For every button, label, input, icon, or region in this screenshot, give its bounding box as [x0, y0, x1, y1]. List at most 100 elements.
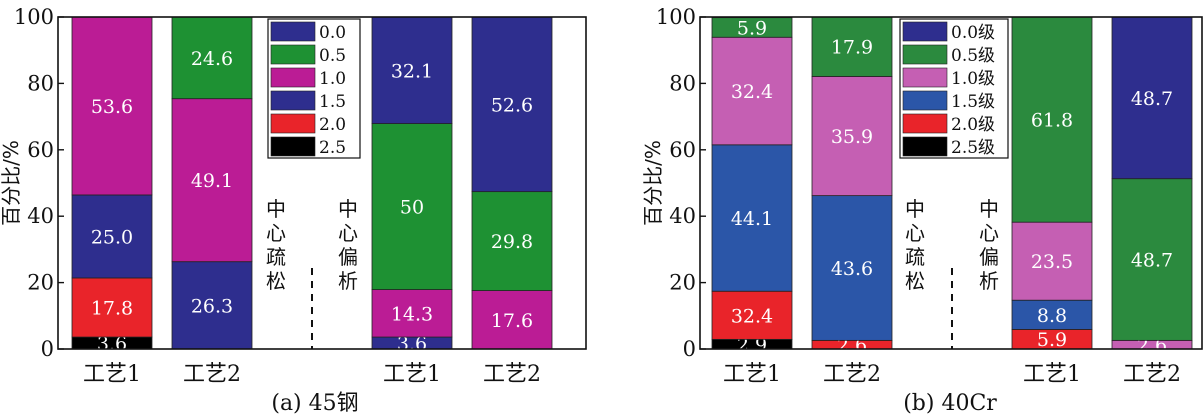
legend-swatch — [270, 67, 316, 88]
bar-segment — [1011, 221, 1093, 301]
y-tick-label: 80 — [27, 71, 54, 95]
data-label: 24.6 — [191, 48, 233, 70]
data-label: 50 — [400, 197, 424, 219]
bar-segment — [1111, 16, 1193, 180]
data-label: 53.6 — [91, 96, 133, 118]
data-label: 52.6 — [491, 94, 533, 116]
legend-label: 1.5 — [319, 92, 346, 112]
y-axis-label: 百分比/% — [0, 140, 23, 226]
y-axis-label: 百分比/% — [641, 140, 665, 226]
data-label: 14.3 — [391, 303, 433, 325]
data-label: 17.6 — [491, 310, 533, 332]
y-tick-label: 100 — [14, 5, 54, 29]
data-label: 32.4 — [731, 81, 773, 103]
data-label: 5.9 — [737, 17, 767, 39]
legend-box — [899, 18, 1009, 159]
legend-label: 1.0级 — [951, 69, 995, 89]
bar-segment — [471, 290, 553, 350]
data-label: 43.6 — [831, 258, 873, 280]
legend-label: 0.0级 — [951, 23, 995, 43]
bar-segment — [1011, 16, 1093, 223]
bar-segment — [171, 261, 253, 350]
x-tick-label: 工艺1 — [383, 362, 441, 387]
bar-segment — [711, 144, 793, 292]
legend-swatch — [270, 44, 316, 65]
data-label: 23.5 — [1031, 251, 1073, 273]
bar-segment — [471, 191, 553, 291]
y-tick-label: 40 — [27, 204, 54, 228]
data-label: 17.9 — [831, 37, 873, 59]
legend-swatch — [902, 113, 948, 134]
bar-segment — [1111, 178, 1193, 341]
panel-caption: (a) 45钢 — [271, 391, 358, 416]
group-label: 中心偏析 — [979, 197, 999, 293]
legend-swatch — [902, 90, 948, 111]
chart-panel-b: 2.932.444.132.45.92.643.635.917.95.98.82… — [641, 5, 1203, 416]
x-tick-label: 工艺1 — [723, 362, 781, 387]
chart-panel-a: 3.617.825.053.626.349.124.63.614.35032.1… — [0, 5, 587, 416]
bar-segment — [371, 123, 453, 290]
bar-segment — [711, 36, 793, 146]
plot-frame — [57, 16, 587, 350]
data-label: 48.7 — [1131, 88, 1173, 110]
group-label: 中心疏松 — [266, 197, 286, 293]
y-tick-label: 40 — [669, 204, 696, 228]
y-tick-label: 60 — [27, 138, 54, 162]
stacked-bar: 2.643.635.917.9 — [811, 16, 893, 357]
y-tick-label: 60 — [669, 138, 696, 162]
legend-label: 2.0级 — [951, 115, 995, 135]
data-label: 44.1 — [731, 208, 773, 230]
stacked-bar: 2.648.748.7 — [1111, 16, 1193, 357]
bar-segment — [71, 277, 153, 338]
legend-label: 0.5 — [319, 46, 346, 66]
legend-label: 2.5 — [319, 138, 346, 158]
legend-box — [267, 18, 361, 159]
stacked-bar: 5.98.8 23.5 61.8 — [1011, 16, 1093, 351]
bar-segment — [71, 16, 153, 196]
legend-swatch — [902, 44, 948, 65]
data-label: 61.8 — [1031, 110, 1073, 132]
bar-segment — [811, 195, 893, 341]
legend-label: 2.0 — [319, 115, 346, 135]
data-label: 35.9 — [831, 126, 873, 148]
y-tick-label: 0 — [41, 337, 54, 361]
data-label: 25.0 — [91, 226, 133, 248]
x-tick-label: 工艺1 — [1023, 362, 1081, 387]
y-tick-label: 20 — [669, 271, 696, 295]
data-label: 49.1 — [191, 170, 233, 192]
y-tick-label: 100 — [656, 5, 696, 29]
data-label: 8.8 — [1037, 305, 1067, 327]
legend-label: 2.5级 — [951, 138, 995, 158]
x-tick-label: 工艺2 — [183, 362, 241, 387]
panel-caption: (b) 40Cr — [903, 391, 997, 416]
legend-label: 1.0 — [319, 69, 346, 89]
data-label: 26.3 — [191, 295, 233, 317]
x-tick-label: 工艺2 — [483, 362, 541, 387]
legend: 0.0 0.5 1.0 1.5 2.0 2.5 — [267, 18, 361, 159]
legend-swatch — [270, 90, 316, 111]
legend-label: 1.5级 — [951, 92, 995, 112]
plot-frame — [699, 16, 1203, 350]
y-tick-label: 20 — [27, 271, 54, 295]
stacked-bar: 2.932.444.132.45.9 — [711, 17, 793, 356]
data-label: 48.7 — [1131, 250, 1173, 272]
legend-swatch — [270, 113, 316, 134]
legend-swatch — [902, 136, 948, 157]
bar-segment — [711, 290, 793, 340]
x-tick-label: 工艺2 — [823, 362, 881, 387]
y-tick-label: 0 — [683, 337, 696, 361]
x-tick-label: 工艺1 — [83, 362, 141, 387]
data-label: 5.9 — [1037, 329, 1067, 351]
data-label: 17.8 — [91, 298, 133, 320]
legend-label: 0.0 — [319, 23, 346, 43]
bar-segment — [811, 16, 893, 77]
data-label: 32.1 — [391, 60, 433, 82]
legend: 0.0级 0.5级 1.0级 1.5级 2.0级 2.5级 — [899, 18, 1009, 159]
data-label: 32.4 — [731, 305, 773, 327]
legend-label: 0.5级 — [951, 46, 995, 66]
bar-segment — [371, 16, 453, 124]
legend-swatch — [270, 136, 316, 157]
group-label: 中心偏析 — [338, 197, 358, 293]
